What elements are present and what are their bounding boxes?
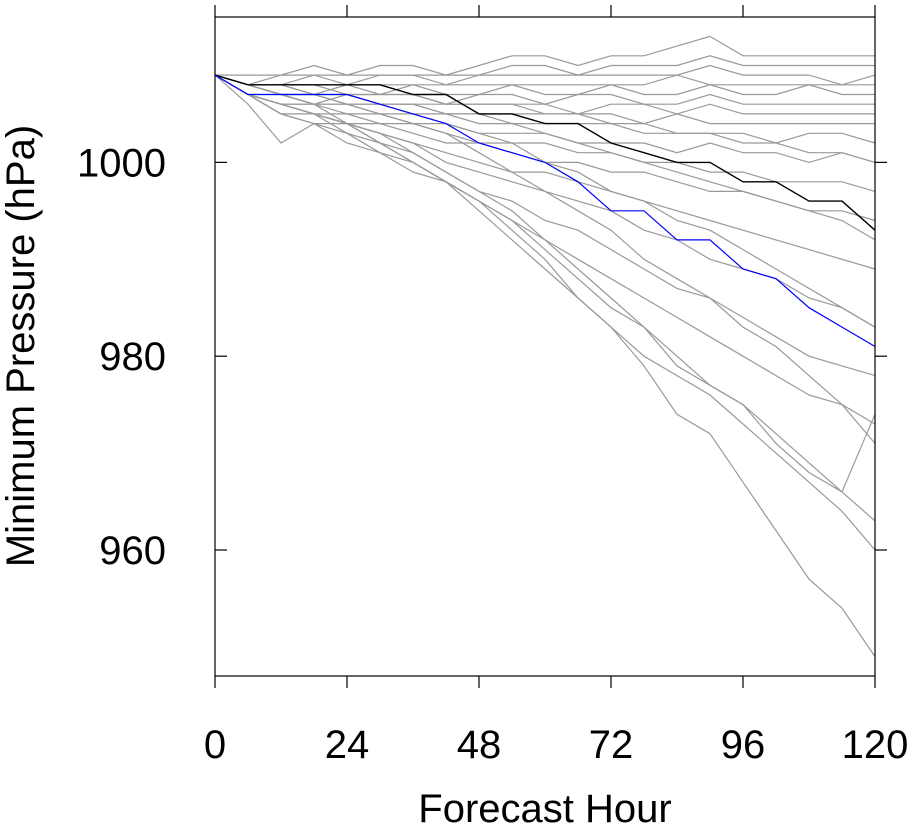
series-line-2 — [215, 35, 875, 76]
series-line-11 — [214, 74, 876, 164]
series-line-9 — [214, 74, 875, 125]
x-tick-label: 0 — [204, 723, 226, 767]
x-tick-label: 48 — [457, 723, 502, 767]
series-line-21 — [214, 74, 876, 493]
series-line-4 — [214, 64, 876, 86]
series-line-12 — [214, 74, 876, 192]
x-tick-label: 120 — [842, 723, 909, 767]
x-tick-label: 96 — [721, 723, 766, 767]
series-line-1 — [214, 74, 876, 348]
series-line-6 — [214, 74, 875, 96]
plot-frame — [214, 16, 876, 677]
tick-layer: 0 24 48 72 96 120 960 980 1000 — [77, 5, 908, 767]
series-line-18 — [214, 74, 876, 522]
series-line-20 — [214, 74, 876, 657]
series-line-0 — [214, 74, 876, 231]
series-line-25 — [214, 74, 876, 163]
x-tick-label: 72 — [589, 723, 634, 767]
series-line-8 — [214, 74, 875, 115]
series-line-24 — [214, 74, 876, 241]
series-line-13 — [214, 74, 876, 222]
series-line-14 — [214, 74, 876, 270]
series-line-16 — [214, 74, 876, 377]
series-line-3 — [214, 55, 875, 86]
y-tick-label: 960 — [99, 529, 166, 573]
y-tick-label: 1000 — [77, 141, 166, 185]
x-axis-title: Forecast Hour — [418, 787, 671, 827]
series-line-19 — [214, 74, 876, 551]
y-tick-label: 980 — [99, 335, 166, 379]
series-line-5 — [214, 74, 875, 86]
series-line-7 — [214, 74, 875, 105]
x-tick-label: 24 — [325, 723, 370, 767]
y-axis-title: Minimum Pressure (hPa) — [0, 125, 43, 567]
series-layer — [214, 35, 876, 657]
